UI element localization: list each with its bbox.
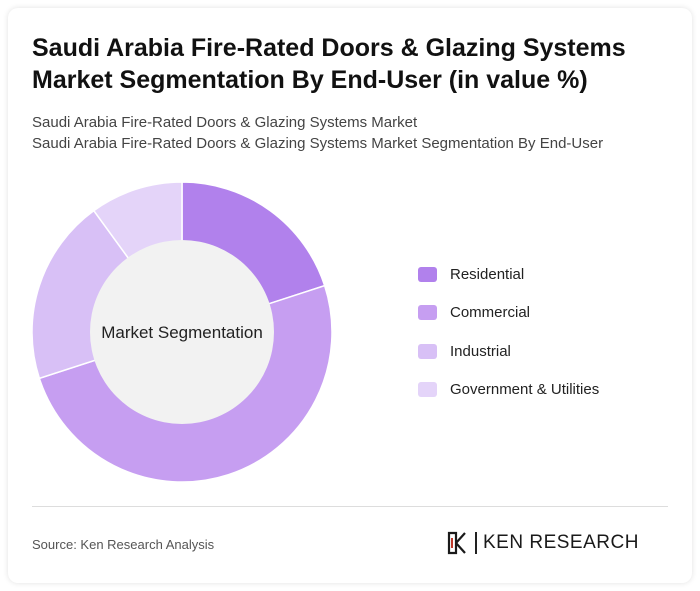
donut-chart: Market Segmentation <box>31 181 333 483</box>
legend-label: Government & Utilities <box>450 381 600 398</box>
chart-title: Saudi Arabia Fire-Rated Doors & Glazing … <box>32 34 626 94</box>
footer-divider <box>32 506 668 507</box>
ken-research-logo-icon <box>447 531 466 555</box>
legend-item[interactable]: Government & Utilities <box>418 380 668 400</box>
ken-research-logo: KEN RESEARCH <box>447 530 639 556</box>
logo-text: KEN RESEARCH <box>483 532 639 553</box>
legend-swatch <box>418 382 437 397</box>
source-note: Source: Ken Research Analysis <box>32 537 215 552</box>
logo-divider <box>475 532 477 554</box>
subtitle-line-2: Saudi Arabia Fire-Rated Doors & Glazing … <box>32 135 604 152</box>
legend-label: Residential <box>450 265 525 283</box>
legend-swatch <box>418 266 437 282</box>
legend-item[interactable]: Commercial <box>418 303 668 323</box>
donut-hole <box>90 240 274 424</box>
legend-label: Commercial <box>450 304 531 321</box>
legend-swatch <box>418 343 437 359</box>
chart-legend: Residential Commercial Industrial Governmen… <box>418 264 668 418</box>
chart-subtitle: Saudi Arabia Fire-Rated Doors & Glazing … <box>32 112 672 154</box>
legend-swatch <box>418 305 437 320</box>
donut-center-label: Market Segmentation <box>101 323 263 342</box>
legend-label: Industrial <box>450 342 511 360</box>
legend-item[interactable]: Residential <box>418 264 668 284</box>
subtitle-line-1: Saudi Arabia Fire-Rated Doors & Glazing … <box>32 114 418 131</box>
legend-item[interactable]: Industrial <box>418 341 668 361</box>
